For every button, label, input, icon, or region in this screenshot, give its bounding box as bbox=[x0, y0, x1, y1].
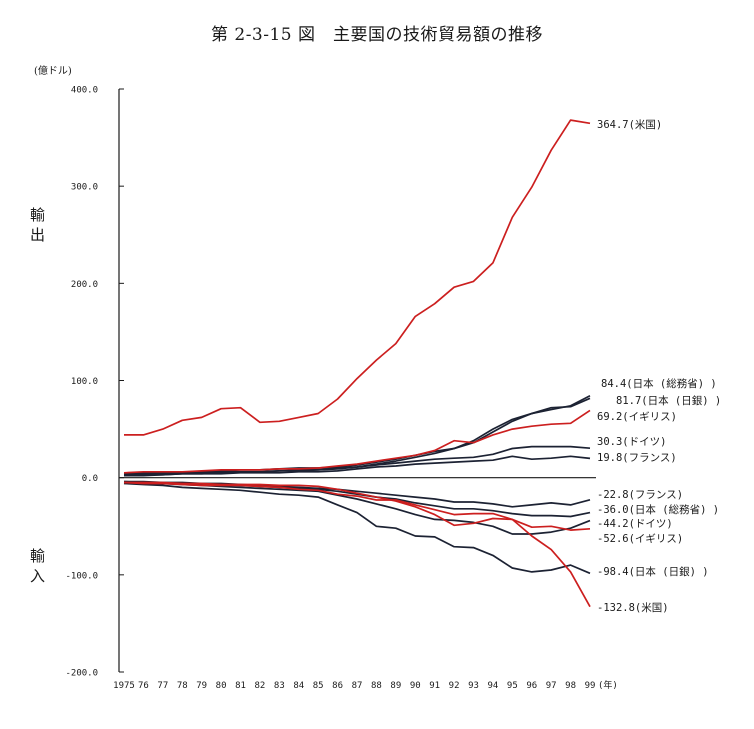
x-tick-label: 93 bbox=[468, 681, 479, 691]
y-tick-label: -200.0 bbox=[65, 669, 98, 679]
x-tick-label: 85 bbox=[313, 681, 324, 691]
x-tick-label: 90 bbox=[410, 681, 421, 691]
series-end-label: 364.7(米国) bbox=[597, 118, 662, 131]
series-line bbox=[123, 445, 591, 476]
series-line bbox=[123, 409, 591, 474]
x-tick-label: 89 bbox=[390, 681, 401, 691]
x-tick-label: 84 bbox=[293, 681, 304, 691]
y-tick-label: 400.0 bbox=[71, 86, 98, 96]
x-tick-label: 88 bbox=[371, 681, 382, 691]
series-end-label: 69.2(イギリス) bbox=[597, 411, 677, 423]
series-end-label: 19.8(フランス) bbox=[597, 452, 677, 464]
export-side-label: 輸出 bbox=[30, 206, 46, 244]
x-tick-label: 77 bbox=[157, 681, 168, 691]
chart-title: 第 2-3-15 図 主要国の技術貿易額の推移 bbox=[210, 25, 544, 45]
x-tick-label: 86 bbox=[332, 681, 343, 691]
x-tick-label: 76 bbox=[138, 681, 149, 691]
series-end-label: -22.8(フランス) bbox=[597, 489, 683, 501]
import-side-label: 輸入 bbox=[30, 547, 46, 585]
series-end-label: -36.0(日本 (総務省) ) bbox=[597, 503, 719, 516]
series-end-label: -44.2(ドイツ) bbox=[597, 518, 673, 530]
x-tick-label: 94 bbox=[487, 681, 498, 691]
x-tick-label: 79 bbox=[196, 681, 207, 691]
series-end-label: -132.8(米国) bbox=[597, 601, 669, 614]
y-axis-unit-label: (億ドル) bbox=[34, 66, 72, 77]
series-line bbox=[123, 481, 591, 608]
x-tick-label: 96 bbox=[526, 681, 537, 691]
series-line bbox=[123, 482, 591, 575]
y-tick-label: 0.0 bbox=[82, 474, 98, 484]
y-tick-label: 200.0 bbox=[71, 280, 98, 290]
series-line bbox=[123, 480, 591, 518]
x-tick-label: 91 bbox=[429, 681, 440, 691]
x-tick-label: 81 bbox=[235, 681, 246, 691]
series-line bbox=[123, 455, 591, 477]
series-line bbox=[123, 394, 591, 475]
x-tick-label: 98 bbox=[565, 681, 576, 691]
series-end-label: 84.4(日本 (総務省) ) bbox=[601, 377, 717, 390]
x-tick-label: 82 bbox=[254, 681, 265, 691]
x-tick-label: 1975 bbox=[113, 681, 135, 691]
x-tick-label: 87 bbox=[352, 681, 363, 691]
series-end-label: -98.4(日本 (日銀) ) bbox=[597, 565, 709, 578]
series-end-label: 30.3(ドイツ) bbox=[597, 436, 666, 448]
x-tick-label: 92 bbox=[449, 681, 460, 691]
x-tick-label: 83 bbox=[274, 681, 285, 691]
x-tick-label: 97 bbox=[546, 681, 557, 691]
series-line bbox=[124, 119, 591, 436]
series-end-label: -52.6(イギリス) bbox=[597, 533, 683, 545]
y-tick-label: 100.0 bbox=[71, 377, 98, 387]
x-axis-year-suffix: (年) bbox=[598, 679, 618, 691]
x-tick-label: 95 bbox=[507, 681, 518, 691]
x-tick-label: 99 bbox=[585, 681, 596, 691]
x-tick-label: 80 bbox=[216, 681, 227, 691]
x-tick-label: 78 bbox=[177, 681, 188, 691]
series-end-label: 81.7(日本 (日銀) ) bbox=[616, 394, 721, 407]
y-tick-label: 300.0 bbox=[71, 183, 98, 193]
y-tick-label: -100.0 bbox=[65, 571, 98, 581]
